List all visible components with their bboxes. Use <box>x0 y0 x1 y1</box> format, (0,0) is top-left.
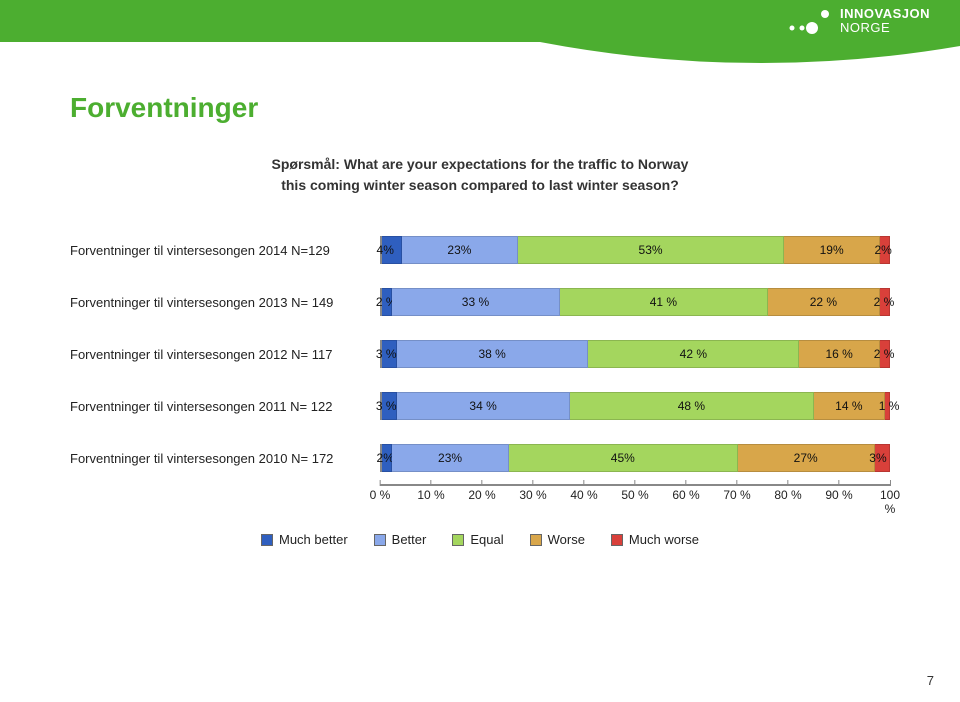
bar-segment: 3 % <box>382 340 397 368</box>
axis-tick: 40 % <box>570 480 597 502</box>
bar-segment: 14 % <box>814 392 885 420</box>
bar-segment: 22 % <box>768 288 880 316</box>
bar-segment: 19% <box>784 236 880 264</box>
legend-item: Much worse <box>611 532 699 547</box>
row-label: Forventninger til vintersesongen 2013 N=… <box>70 295 380 310</box>
legend-swatch <box>611 534 623 546</box>
page-number: 7 <box>927 673 934 688</box>
bar-segment: 2% <box>382 444 392 472</box>
bar-segment: 4% <box>382 236 402 264</box>
bar-segment: 33 % <box>392 288 560 316</box>
axis-tick: 0 % <box>370 480 391 502</box>
brand-bottom: NORGE <box>840 21 930 35</box>
legend-swatch <box>530 534 542 546</box>
bar-segment: 2 % <box>382 288 392 316</box>
legend: Much better Better Equal Worse Much worse <box>70 532 890 547</box>
row-label: Forventninger til vintersesongen 2010 N=… <box>70 451 380 466</box>
axis-tick: 60 % <box>672 480 699 502</box>
header-band: INNOVASJON NORGE <box>0 0 960 42</box>
axis-tick: 80 % <box>774 480 801 502</box>
legend-item: Much better <box>261 532 348 547</box>
bar-segment: 27% <box>738 444 875 472</box>
bar-track: 2 %33 %41 %22 %2 % <box>380 288 890 316</box>
chart-row: Forventninger til vintersesongen 2014 N=… <box>70 236 890 264</box>
question-text: Spørsmål: What are your expectations for… <box>180 154 780 196</box>
axis-tick: 100 % <box>880 480 900 516</box>
bar-segment: 38 % <box>397 340 588 368</box>
row-label: Forventninger til vintersesongen 2014 N=… <box>70 243 380 258</box>
bar-segment: 42 % <box>588 340 799 368</box>
bar-segment: 41 % <box>560 288 768 316</box>
axis-tick: 10 % <box>417 480 444 502</box>
bar-segment: 2 % <box>880 340 890 368</box>
chart-row: Forventninger til vintersesongen 2012 N=… <box>70 340 890 368</box>
row-label: Forventninger til vintersesongen 2012 N=… <box>70 347 380 362</box>
legend-swatch <box>261 534 273 546</box>
page-title: Forventninger <box>70 92 890 124</box>
bar-track: 4%23%53%19%2% <box>380 236 890 264</box>
axis-tick: 30 % <box>519 480 546 502</box>
axis-tick: 90 % <box>825 480 852 502</box>
bar-segment: 16 % <box>799 340 879 368</box>
brand-logo: INNOVASJON NORGE <box>786 6 930 36</box>
chart-row: Forventninger til vintersesongen 2010 N=… <box>70 444 890 472</box>
legend-item: Equal <box>452 532 503 547</box>
brand-top: INNOVASJON <box>840 7 930 21</box>
axis-tick: 50 % <box>621 480 648 502</box>
bar-track: 2%23%45%27%3% <box>380 444 890 472</box>
bar-track: 3 %38 %42 %16 %2 % <box>380 340 890 368</box>
chart-row: Forventninger til vintersesongen 2013 N=… <box>70 288 890 316</box>
stacked-bar-chart: Forventninger til vintersesongen 2014 N=… <box>70 236 890 472</box>
legend-item: Better <box>374 532 427 547</box>
bar-segment: 23% <box>392 444 509 472</box>
axis-tick: 20 % <box>468 480 495 502</box>
bar-segment: 34 % <box>397 392 570 420</box>
bar-segment: 3 % <box>382 392 397 420</box>
legend-swatch <box>374 534 386 546</box>
row-label: Forventninger til vintersesongen 2011 N=… <box>70 399 380 414</box>
bar-segment: 1 % <box>885 392 890 420</box>
bar-segment: 45% <box>509 444 738 472</box>
bar-segment: 23% <box>402 236 518 264</box>
logo-dots-icon <box>786 6 830 36</box>
bar-segment: 2% <box>880 236 890 264</box>
legend-swatch <box>452 534 464 546</box>
bar-segment: 53% <box>518 236 785 264</box>
legend-item: Worse <box>530 532 585 547</box>
x-axis: 0 %10 %20 %30 %40 %50 %60 %70 %80 %90 %1… <box>380 484 890 508</box>
chart-row: Forventninger til vintersesongen 2011 N=… <box>70 392 890 420</box>
bar-segment: 2 % <box>880 288 890 316</box>
bar-segment: 48 % <box>570 392 814 420</box>
bar-segment: 3% <box>875 444 890 472</box>
header-curve-icon <box>540 42 960 70</box>
bar-track: 3 %34 %48 %14 %1 % <box>380 392 890 420</box>
axis-tick: 70 % <box>723 480 750 502</box>
